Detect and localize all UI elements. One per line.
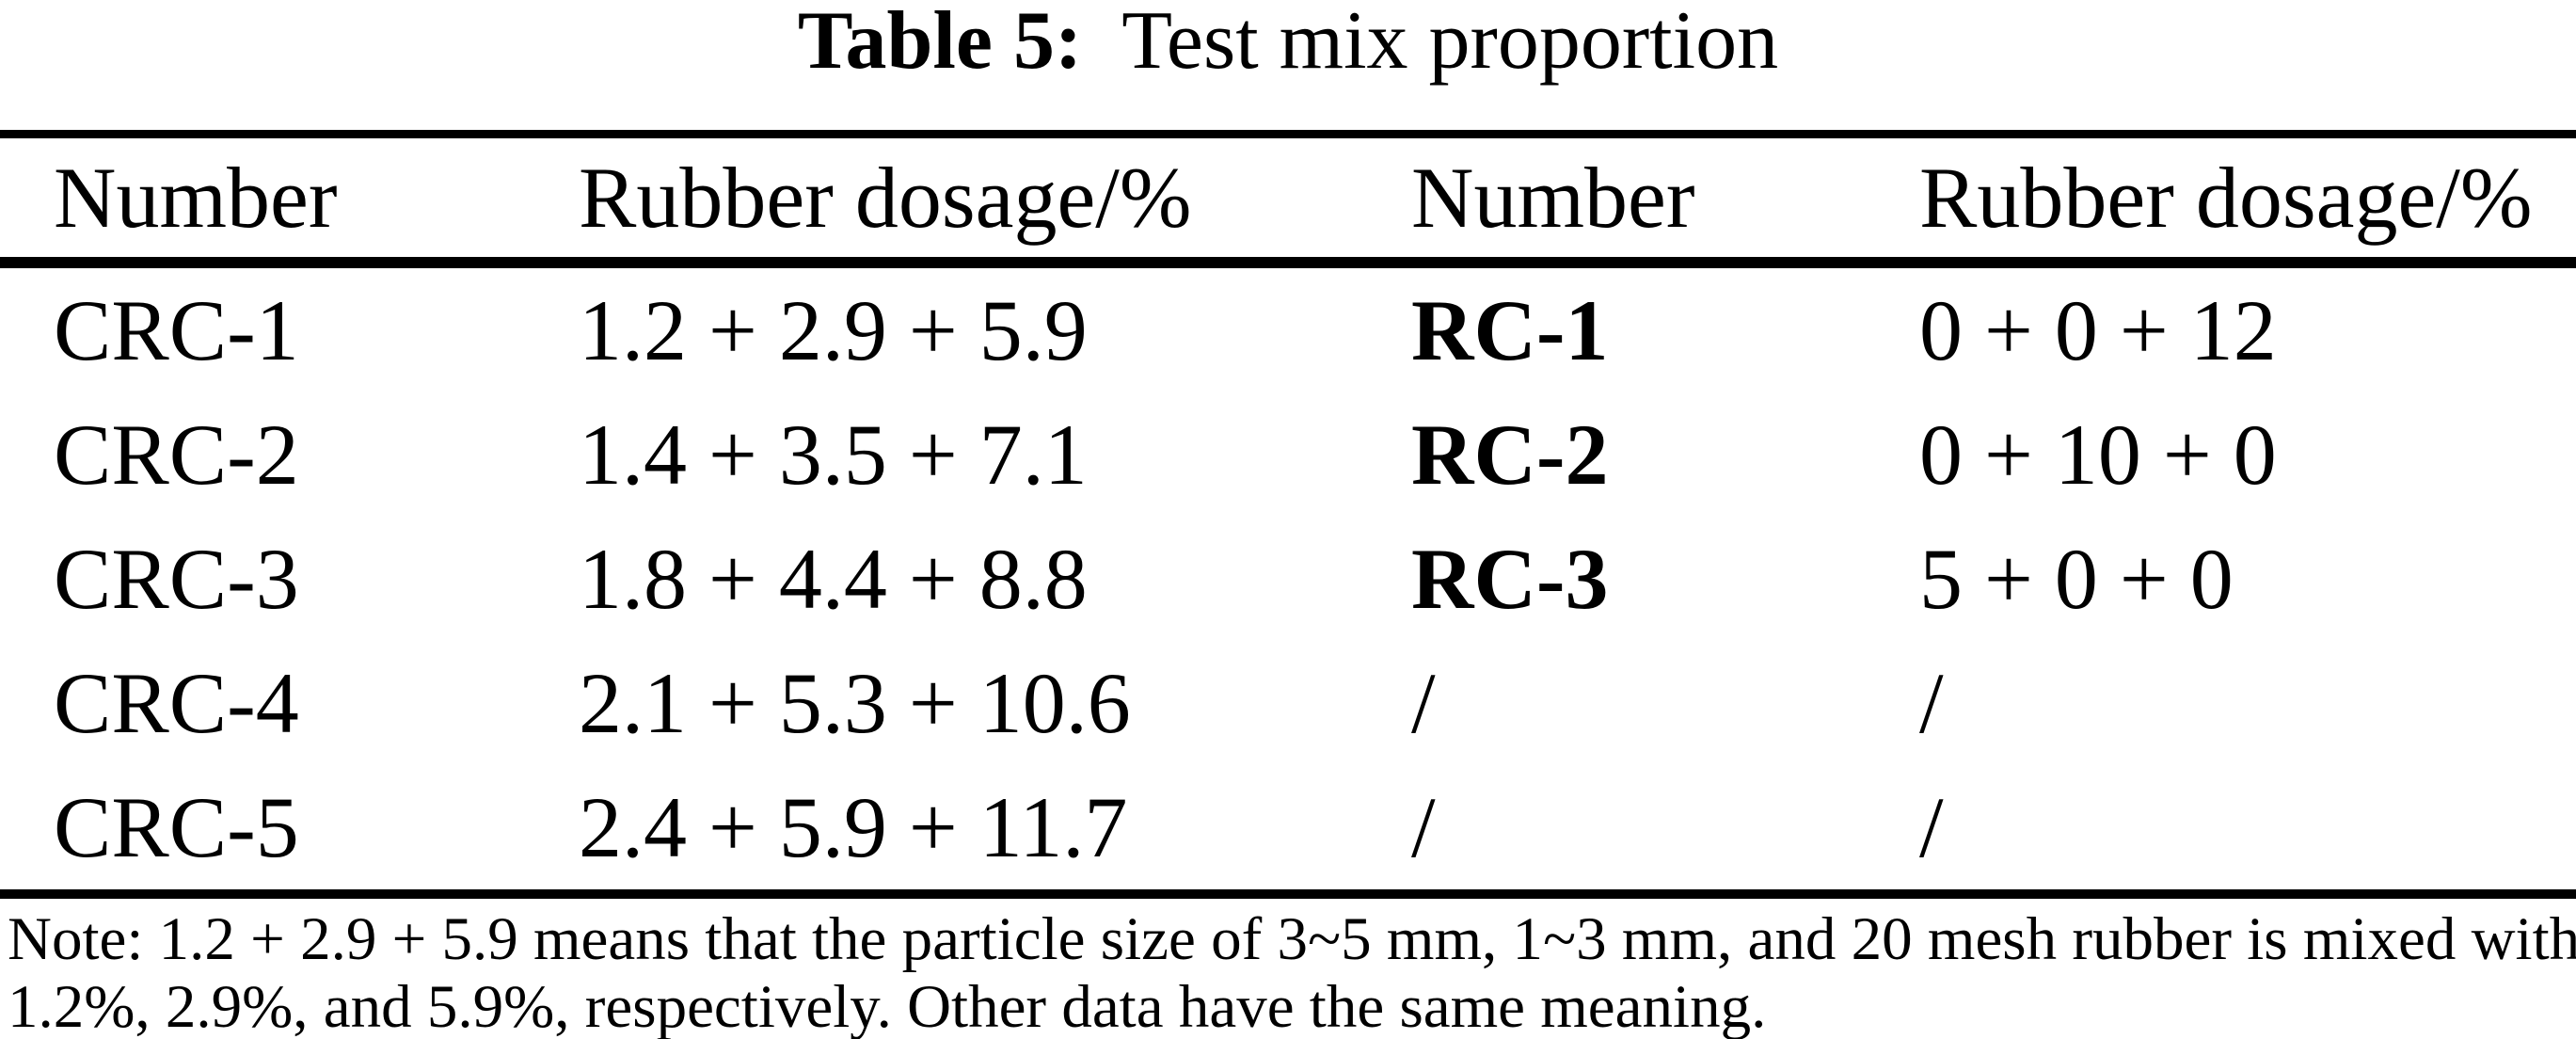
- cell-dosage-left: 1.4 + 3.5 + 7.1: [579, 407, 1088, 503]
- table-row-crc1: CRC-1 1.2 + 2.9 + 5.9 RC-1 0 + 0 + 12: [0, 268, 2576, 392]
- cell-dosage-right: 0 + 0 + 12: [1919, 282, 2277, 378]
- column-header-number-left: Number: [54, 150, 338, 246]
- cell-number-left: CRC-2: [54, 407, 299, 503]
- table-row-crc2: CRC-2 1.4 + 3.5 + 7.1 RC-2 0 + 10 + 0: [0, 392, 2576, 517]
- cell-dosage-left: 1.8 + 4.4 + 8.8: [579, 531, 1088, 627]
- table-note-line-2: 1.2%, 2.9%, and 5.9%, respectively. Othe…: [8, 973, 1767, 1039]
- cell-dosage-right: /: [1919, 779, 1944, 875]
- table-top-rule: [0, 130, 2576, 138]
- cell-number-left: CRC-1: [54, 282, 299, 378]
- table-caption: Table 5: Test mix proportion: [0, 0, 2576, 87]
- table-bottom-rule: [0, 889, 2576, 899]
- column-header-dosage-left: Rubber dosage/%: [579, 150, 1192, 246]
- cell-number-right: /: [1411, 779, 1436, 875]
- cell-number-left: CRC-4: [54, 655, 299, 751]
- cell-dosage-right: 0 + 10 + 0: [1919, 407, 2277, 503]
- cell-number-left: CRC-3: [54, 531, 299, 627]
- cell-dosage-right: 5 + 0 + 0: [1919, 531, 2234, 627]
- column-header-number-right: Number: [1411, 150, 1695, 246]
- cell-number-right: RC-3: [1411, 531, 1609, 627]
- table-note-line-1: Note: 1.2 + 2.9 + 5.9 means that the par…: [8, 905, 2576, 973]
- cell-dosage-left: 2.1 + 5.3 + 10.6: [579, 655, 1131, 751]
- cell-number-right: RC-1: [1411, 282, 1609, 378]
- cell-number-right: /: [1411, 655, 1436, 751]
- table-caption-title: Test mix proportion: [1121, 0, 1779, 87]
- cell-number-left: CRC-5: [54, 779, 299, 875]
- cell-dosage-right: /: [1919, 655, 1944, 751]
- table-row-crc3: CRC-3 1.8 + 4.4 + 8.8 RC-3 5 + 0 + 0: [0, 517, 2576, 641]
- table-note: Note: 1.2 + 2.9 + 5.9 means that the par…: [8, 905, 2576, 1039]
- table-header-rule: [0, 257, 2576, 268]
- test-mix-proportion-table: Number Rubber dosage/% Number Rubber dos…: [0, 130, 2576, 899]
- table-header-row: Number Rubber dosage/% Number Rubber dos…: [0, 138, 2576, 257]
- table-row-crc5: CRC-5 2.4 + 5.9 + 11.7 / /: [0, 765, 2576, 889]
- column-header-dosage-right: Rubber dosage/%: [1919, 150, 2533, 246]
- table-caption-label: Table 5:: [797, 0, 1083, 87]
- table-row-crc4: CRC-4 2.1 + 5.3 + 10.6 / /: [0, 641, 2576, 765]
- cell-number-right: RC-2: [1411, 407, 1609, 503]
- cell-dosage-left: 2.4 + 5.9 + 11.7: [579, 779, 1128, 875]
- cell-dosage-left: 1.2 + 2.9 + 5.9: [579, 282, 1088, 378]
